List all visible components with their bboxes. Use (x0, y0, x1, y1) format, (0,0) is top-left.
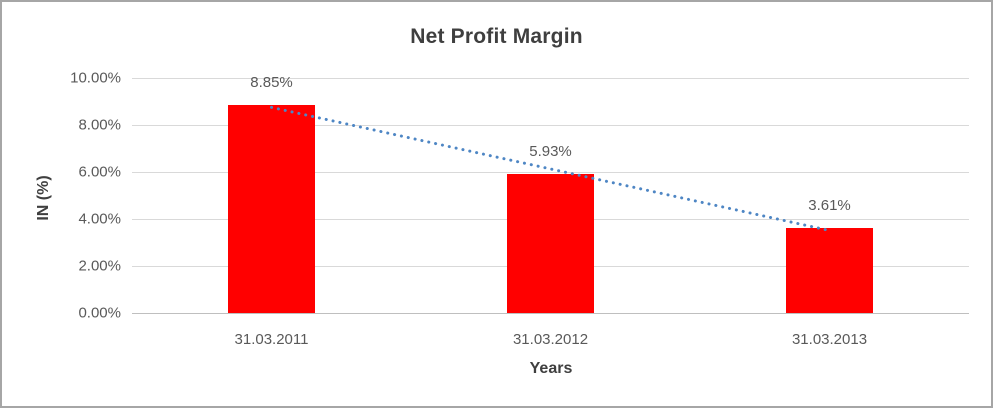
bar-31.03.2011[interactable] (228, 105, 315, 313)
chart-title: Net Profit Margin (410, 25, 583, 48)
y-tick-label: 4.00% (78, 210, 121, 228)
data-label: 5.93% (529, 142, 572, 160)
y-tick-label: 0.00% (78, 304, 121, 322)
bar-31.03.2013[interactable] (786, 228, 873, 313)
x-axis-line (132, 313, 969, 314)
x-tick-label: 31.03.2011 (234, 331, 309, 348)
data-label: 3.61% (808, 197, 851, 215)
y-tick-label: 2.00% (78, 257, 121, 275)
y-tick-label: 8.00% (78, 116, 121, 134)
trendline[interactable] (270, 105, 831, 233)
gridline (132, 172, 969, 173)
gridline (132, 125, 969, 126)
x-tick-label: 31.03.2012 (512, 331, 589, 348)
bar-31.03.2012[interactable] (507, 173, 594, 313)
y-tick-label: 10.00% (70, 69, 121, 87)
data-label: 8.85% (250, 74, 293, 92)
y-tick-label: 6.00% (78, 163, 121, 181)
gridline (132, 78, 969, 79)
x-tick-label: 31.03.2013 (791, 331, 868, 348)
x-axis-title: Years (529, 360, 573, 377)
